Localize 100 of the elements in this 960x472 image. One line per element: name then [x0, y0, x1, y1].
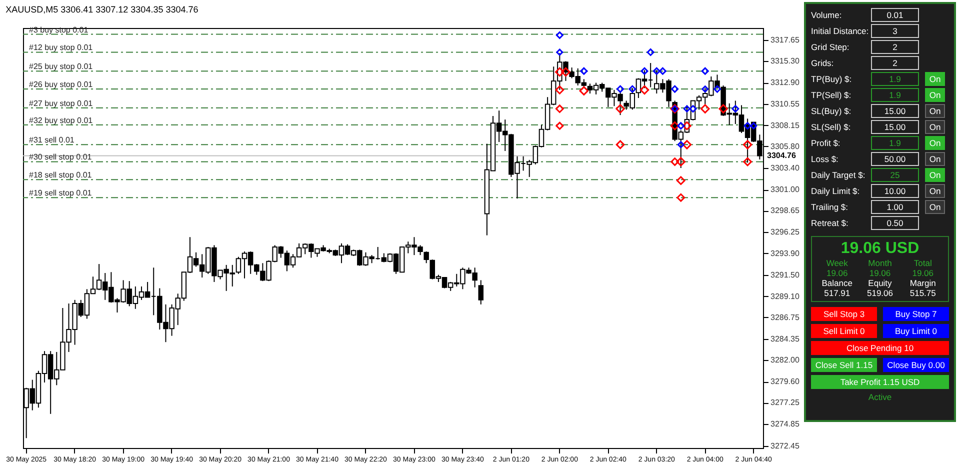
text: Profit $: [811, 138, 842, 148]
text: Daily Target $: [811, 170, 866, 180]
ref-line-label: #19 sell stop 0.01 [29, 188, 92, 198]
point [676, 157, 686, 166]
button: Buy Stop 7 [883, 307, 949, 321]
input-field: 1.9 [871, 136, 919, 150]
text: TP(Sell) $: [811, 90, 852, 100]
point [700, 104, 710, 114]
summary-box: 19.06 USD Week Month Total 19.06 19.06 19.06 Balance Equity Margin 517.91 519.06 515.75 [811, 236, 949, 302]
point [718, 104, 728, 114]
point [561, 67, 570, 77]
text: SL(Sell) $: [811, 122, 852, 132]
ref-line-label: #27 buy stop 0.01 [29, 98, 94, 108]
toggle-button: On [925, 168, 945, 182]
point [677, 122, 685, 130]
candlestick [478, 280, 484, 305]
ref-line-label: #25 buy stop 0.01 [29, 62, 94, 72]
y-tick-label: 3303.40 [770, 164, 800, 172]
y-tick-label: 3286.75 [770, 312, 800, 322]
point [742, 140, 752, 150]
input-field: 0.50 [871, 216, 919, 230]
button: Sell Limit 0 [811, 324, 877, 338]
input-field: 10.00 [871, 184, 919, 198]
point [682, 140, 692, 150]
y-tick-label: 3315.30 [770, 56, 800, 66]
input-field: 2 [871, 40, 919, 54]
button: Sell Stop 3 [811, 307, 877, 321]
button: Buy Limit 0 [883, 324, 949, 338]
input-field: 3 [871, 24, 919, 38]
ref-line-label: #12 buy stop 0.01 [29, 43, 94, 52]
point [676, 176, 686, 185]
y-tick-label: 3301.00 [770, 185, 800, 194]
ref-line-label: 3304.76 [767, 150, 796, 160]
toggle-button: On [925, 72, 945, 86]
point [677, 141, 684, 148]
y-tick-label: 3317.65 [770, 36, 800, 45]
point [689, 105, 697, 113]
toggle-button: On [925, 88, 945, 102]
chart-title: XAUUSD,M5 3306.41 3307.12 3304.35 3304.76 [6, 4, 198, 14]
point [616, 85, 624, 93]
point [744, 122, 752, 130]
point [616, 140, 625, 150]
y-tick-label: 3279.60 [770, 377, 800, 386]
point [556, 48, 564, 56]
toggle-button: On [925, 200, 945, 214]
point [701, 67, 709, 75]
ref-line-label: #31 sell 0.01 [29, 136, 75, 145]
toggle-button: On [925, 136, 945, 150]
point [732, 105, 740, 113]
toggle-button: On [925, 152, 945, 166]
input-field: 1.9 [871, 72, 919, 86]
text: Active [867, 392, 893, 402]
point [640, 67, 648, 75]
text: Initial Distance: [811, 26, 869, 36]
ref-line-label: #26 buy stop 0.01 [29, 80, 94, 90]
input-field: 50.00 [871, 152, 919, 166]
y-tick-label: 3291.50 [770, 270, 800, 280]
point [555, 67, 564, 77]
y-tick-label: 3282.00 [770, 356, 800, 365]
input-field: 15.00 [871, 120, 919, 134]
button: Close Pending 10 [811, 341, 949, 355]
point [555, 86, 564, 94]
point [743, 157, 752, 166]
input-field: 0.01 [871, 8, 919, 22]
y-tick-label: 3272.45 [770, 441, 800, 450]
button: Close Sell 1.15 [811, 358, 877, 372]
text: Trailing $: [811, 202, 850, 212]
button: Close Buy 0.00 [883, 358, 949, 372]
point [646, 48, 654, 56]
point [713, 85, 721, 93]
candlestick [424, 250, 429, 264]
toggle-button: On [925, 120, 945, 134]
y-tick-label: 3296.25 [770, 228, 800, 237]
button: Take Profit 1.15 USD [811, 375, 949, 389]
y-tick-label: 3274.85 [770, 420, 800, 429]
text: Daily Limit $: [811, 186, 861, 196]
text: Loss $: [811, 154, 840, 164]
text: Retreat $: [811, 218, 850, 228]
text: Grids: [811, 58, 835, 68]
ref-line-label: #18 sell stop 0.01 [29, 170, 92, 180]
point [556, 122, 564, 130]
point [579, 86, 589, 96]
point [670, 158, 680, 166]
input-field: 15.00 [871, 104, 919, 118]
point [616, 104, 625, 114]
y-tick-label: 3308.15 [770, 120, 800, 130]
point [676, 193, 686, 202]
point [750, 122, 758, 130]
y-tick-label: 3310.55 [770, 99, 800, 108]
point [555, 104, 564, 113]
point [556, 31, 564, 39]
y-tick-label: 3284.35 [770, 334, 800, 344]
text: SL(Buy) $: [811, 106, 852, 116]
input-field: 1.9 [871, 88, 919, 102]
toggle-button: On [925, 184, 945, 198]
point [671, 85, 679, 93]
input-field: 25 [871, 168, 919, 182]
ref-line-label: #32 buy stop 0.01 [29, 116, 94, 125]
point [640, 85, 650, 95]
y-tick-label: 3298.65 [770, 206, 800, 216]
